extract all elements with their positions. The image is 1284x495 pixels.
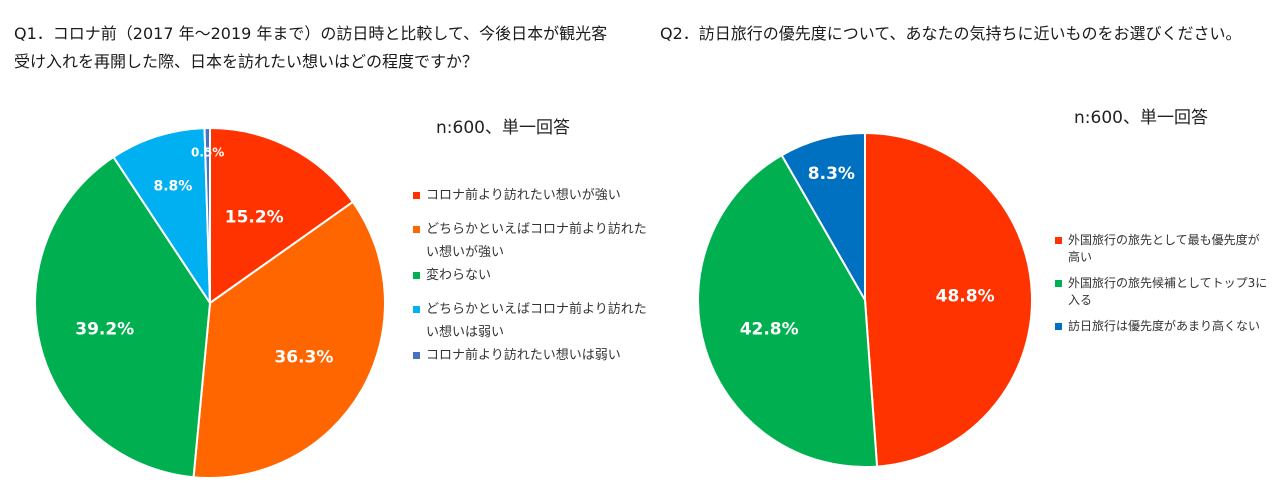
legend-swatch — [1055, 237, 1062, 244]
legend-swatch — [413, 272, 420, 279]
pie-slice — [864, 131, 1033, 468]
legend-swatch — [413, 306, 420, 313]
legend-q2: 外国旅行の旅先として最も優先度が高い 外国旅行の旅先候補としてトップ3に入る訪日旅… — [1055, 232, 1270, 344]
legend-swatch — [413, 192, 420, 199]
legend-swatch — [1055, 280, 1062, 287]
slice-data-label: 48.8% — [936, 286, 995, 306]
slice-data-label: 8.8% — [153, 178, 192, 194]
slice-data-label: 36.3% — [274, 347, 333, 367]
legend-item: 変わらない — [413, 264, 653, 287]
slice-data-label: 0.5% — [191, 146, 224, 160]
pie-chart-q2: 48.8% 42.8% 8.3% — [697, 131, 1033, 468]
chart-title-q2: Q2．訪日旅行の優先度について、あなたの気持ちに近いものをお選びください。 — [660, 24, 1242, 43]
pie-slice — [780, 131, 866, 304]
legend-item: 外国旅行の旅先として最も優先度が高い — [1055, 232, 1270, 266]
pie-chart-q1: 15.2% 36.3% 39.2% 8.8% 0.5% — [34, 126, 386, 479]
pie-slice — [203, 126, 211, 304]
pie-slice — [209, 126, 355, 305]
pie-slice — [192, 200, 386, 479]
legend-item: どちらかといえばコロナ前より訪れたい想いは弱い — [413, 298, 653, 344]
slice-data-label: 15.2% — [225, 208, 284, 228]
legend-label: コロナ前より訪れたい想いは弱い — [426, 348, 621, 363]
legend-label: どちらかといえばコロナ前より訪れたい想いが強い — [426, 222, 647, 260]
chart-title-q1: Q1．コロナ前（2017 年～2019 年まで）の訪日時と比較して、今後日本が観… — [14, 24, 608, 71]
legend-item: どちらかといえばコロナ前より訪れたい想いが強い — [413, 218, 653, 264]
legend-label: 外国旅行の旅先として最も優先度が高い — [1068, 233, 1260, 264]
legend-swatch — [1055, 323, 1062, 330]
pie-slice — [112, 127, 212, 307]
legend-item: 外国旅行の旅先候補としてトップ3に入る — [1055, 275, 1270, 309]
sample-note-q1: n:600、単一回答 — [436, 118, 570, 138]
legend-swatch — [413, 352, 420, 359]
sample-note-q2: n:600、単一回答 — [1074, 108, 1208, 128]
legend-item: コロナ前より訪れたい想いが強い — [413, 184, 653, 207]
legend-item: コロナ前より訪れたい想いは弱い — [413, 344, 653, 367]
legend-label: コロナ前より訪れたい想いが強い — [426, 188, 621, 203]
legend-item: 訪日旅行は優先度があまり高くない — [1055, 318, 1270, 335]
pie-slice — [697, 153, 879, 468]
legend-label: どちらかといえばコロナ前より訪れたい想いは弱い — [426, 302, 647, 340]
legend-label: 訪日旅行は優先度があまり高くない — [1068, 319, 1261, 333]
legend-q1: コロナ前より訪れたい想いが強いどちらかといえばコロナ前より訪れたい想いが強い変わ… — [413, 184, 653, 367]
legend-swatch — [413, 226, 420, 233]
legend-label: 変わらない — [426, 268, 492, 283]
slice-data-label: 39.2% — [75, 319, 134, 339]
slice-data-label: 8.3% — [808, 164, 855, 184]
chart-panel-q2: Q2．訪日旅行の優先度について、あなたの気持ちに近いものをお選びください。 n:… — [660, 0, 1284, 495]
slice-data-label: 42.8% — [740, 319, 799, 339]
chart-panel-q1: Q1．コロナ前（2017 年～2019 年まで）の訪日時と比較して、今後日本が観… — [14, 24, 653, 479]
legend-label: 外国旅行の旅先候補としてトップ3に入る — [1068, 276, 1268, 307]
